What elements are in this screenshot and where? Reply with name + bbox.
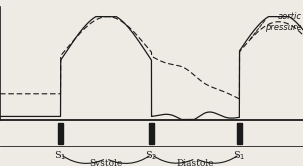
Text: pressure: pressure <box>265 23 301 32</box>
Text: Diastole: Diastole <box>177 159 214 166</box>
Bar <box>58 123 63 144</box>
Text: S$_1$: S$_1$ <box>233 149 245 162</box>
Text: aortic: aortic <box>278 12 301 21</box>
Bar <box>237 123 242 144</box>
Text: S$_2$: S$_2$ <box>145 149 158 162</box>
Text: Systole: Systole <box>89 159 123 166</box>
Bar <box>149 123 154 144</box>
Text: S$_1$: S$_1$ <box>55 149 67 162</box>
